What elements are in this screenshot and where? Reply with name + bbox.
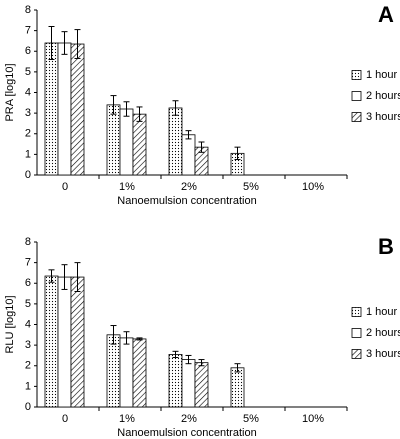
bar (44, 275, 59, 408)
x-tick-label: 0 (62, 181, 68, 193)
error-bar (172, 350, 179, 358)
y-axis-label: RLU [log10] (4, 295, 16, 353)
legend-label: 2 hours (366, 90, 400, 102)
bar (119, 108, 134, 176)
legend-swatch (351, 349, 362, 359)
y-tick-label: 0 (25, 169, 31, 181)
legend-swatch (351, 91, 362, 101)
x-tick-label: 1% (119, 413, 135, 425)
bar (230, 367, 245, 408)
error-bar (136, 337, 143, 341)
y-tick-label: 8 (25, 4, 31, 16)
legend-label: 1 hour (366, 306, 398, 318)
bar (119, 337, 134, 408)
legend-swatch (351, 307, 362, 317)
error-bar (48, 269, 55, 283)
y-tick-label: 4 (25, 86, 31, 98)
bar (57, 276, 72, 408)
legend-swatch (351, 70, 362, 80)
error-bar (136, 106, 143, 122)
bar (181, 359, 196, 408)
error-bar (74, 262, 81, 292)
bar (132, 113, 147, 176)
x-tick-label: 10% (302, 413, 324, 425)
y-tick-label: 6 (25, 277, 31, 289)
y-tick-label: 2 (25, 128, 31, 140)
legend-label: 1 hour (366, 69, 398, 81)
y-tick-label: 3 (25, 107, 31, 119)
x-tick-label: 10% (302, 181, 324, 193)
bar (168, 107, 183, 176)
x-axis-label: Nanoemulsion concentration (117, 195, 256, 207)
x-tick-label: 5% (243, 181, 259, 193)
y-tick-label: 1 (25, 380, 31, 392)
y-tick-label: 8 (25, 236, 31, 248)
error-bar (185, 354, 192, 365)
bar (70, 276, 85, 408)
error-bar (74, 29, 81, 59)
panel-label: B (378, 234, 394, 259)
bar (57, 42, 72, 176)
legend-label: 2 hours (366, 327, 400, 339)
y-tick-label: 7 (25, 25, 31, 37)
error-bar (198, 141, 205, 153)
error-bar (123, 331, 130, 345)
error-bar (110, 95, 117, 115)
x-tick-label: 2% (181, 413, 197, 425)
error-bar (234, 146, 241, 161)
legend-swatch (351, 328, 362, 338)
bar (132, 338, 147, 408)
y-tick-label: 1 (25, 148, 31, 160)
y-tick-label: 5 (25, 298, 31, 310)
y-tick-label: 7 (25, 257, 31, 269)
x-tick-label: 2% (181, 181, 197, 193)
error-bar (123, 101, 130, 117)
legend-label: 3 hours (366, 111, 400, 123)
bar (106, 334, 121, 408)
bar (70, 43, 85, 176)
bar (106, 104, 121, 176)
error-bar (185, 130, 192, 140)
legend-label: 3 hours (366, 348, 400, 360)
y-tick-label: 0 (25, 401, 31, 413)
y-tick-label: 2 (25, 360, 31, 372)
x-tick-label: 0 (62, 413, 68, 425)
y-tick-label: 3 (25, 339, 31, 351)
x-tick-label: 5% (243, 413, 259, 425)
bar (181, 134, 196, 176)
y-tick-label: 5 (25, 66, 31, 78)
error-bar (61, 31, 68, 55)
error-bar (48, 26, 55, 60)
error-bar (110, 325, 117, 345)
error-bar (172, 100, 179, 116)
bar (44, 42, 59, 176)
error-bar (198, 359, 205, 367)
y-tick-label: 6 (25, 45, 31, 57)
bar (194, 362, 209, 408)
x-axis-label: Nanoemulsion concentration (117, 427, 256, 439)
error-bar (61, 264, 68, 290)
y-axis-label: PRA [log10] (4, 63, 16, 121)
error-bar (234, 363, 241, 373)
bar (168, 354, 183, 408)
panel-label: A (378, 2, 394, 27)
legend-swatch (351, 112, 362, 122)
y-tick-label: 4 (25, 318, 31, 330)
x-tick-label: 1% (119, 181, 135, 193)
